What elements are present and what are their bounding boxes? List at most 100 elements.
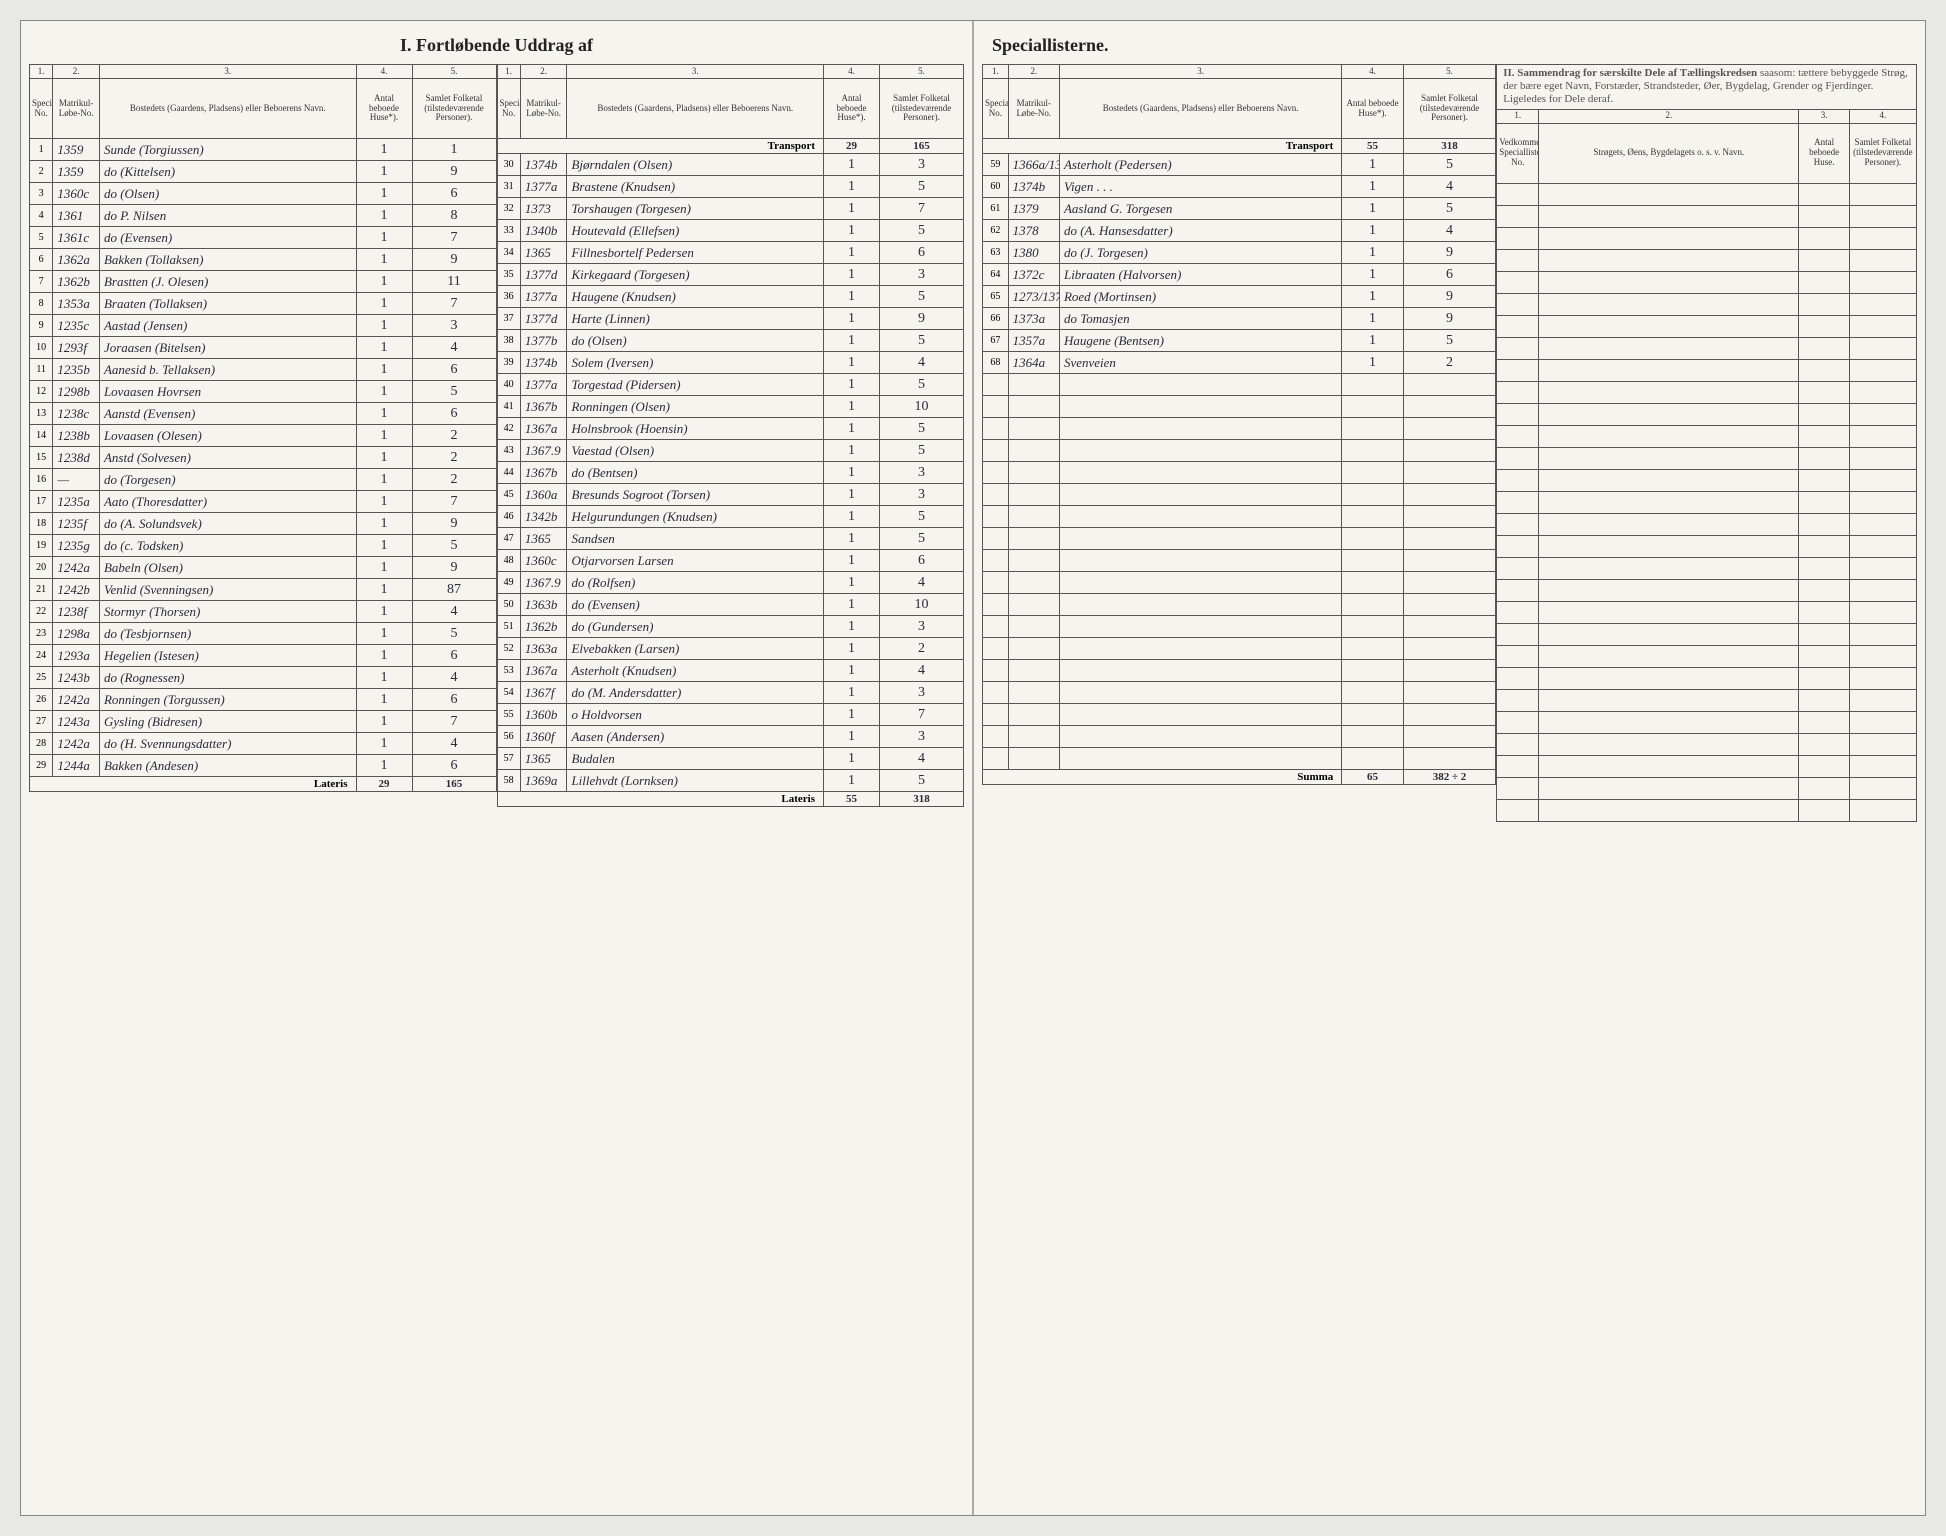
row-folk: 2 bbox=[1403, 352, 1495, 374]
row-lobe: 1359 bbox=[53, 139, 100, 161]
table-row: 431367.9Vaestad (Olsen)15 bbox=[497, 440, 964, 462]
row-huse: 1 bbox=[1342, 264, 1404, 286]
row-folk: 4 bbox=[880, 748, 964, 770]
row-folk: 8 bbox=[412, 205, 496, 227]
blank-row bbox=[1497, 601, 1917, 623]
blank-row bbox=[983, 396, 1496, 418]
row-name: Vigen . . . bbox=[1059, 176, 1341, 198]
blank-row bbox=[983, 572, 1496, 594]
row-no: 56 bbox=[497, 726, 520, 748]
blank-row bbox=[983, 616, 1496, 638]
row-lobe: 1298b bbox=[53, 381, 100, 403]
row-no: 10 bbox=[30, 337, 53, 359]
row-lobe: 1367a bbox=[520, 418, 567, 440]
row-name: Stormyr (Thorsen) bbox=[99, 601, 356, 623]
row-huse: 1 bbox=[356, 491, 412, 513]
row-name: do Tomasjen bbox=[1059, 308, 1341, 330]
row-no: 62 bbox=[983, 220, 1009, 242]
row-lobe: 1353a bbox=[53, 293, 100, 315]
blank-row bbox=[983, 704, 1496, 726]
row-folk: 7 bbox=[412, 711, 496, 733]
row-name: do (Rognessen) bbox=[99, 667, 356, 689]
row-huse: 1 bbox=[356, 425, 412, 447]
table-row: 51361cdo (Evensen)17 bbox=[30, 227, 497, 249]
row-name: do (Olsen) bbox=[567, 330, 824, 352]
row-huse: 1 bbox=[1342, 220, 1404, 242]
row-folk: 87 bbox=[412, 579, 496, 601]
row-huse: 1 bbox=[1342, 154, 1404, 176]
block2-transport: Transport 29 165 bbox=[497, 139, 964, 154]
row-huse: 1 bbox=[356, 689, 412, 711]
row-folk: 3 bbox=[880, 462, 964, 484]
table-row: 311377aBrastene (Knudsen)15 bbox=[497, 176, 964, 198]
row-lobe: 1367b bbox=[520, 462, 567, 484]
row-folk: 6 bbox=[412, 359, 496, 381]
table-row: 491367.9do (Rolfsen)14 bbox=[497, 572, 964, 594]
row-name: Brastten (J. Olesen) bbox=[99, 271, 356, 293]
row-folk: 9 bbox=[412, 513, 496, 535]
row-huse: 1 bbox=[824, 660, 880, 682]
row-lobe: 1360f bbox=[520, 726, 567, 748]
row-no: 42 bbox=[497, 418, 520, 440]
blank-row bbox=[1497, 359, 1917, 381]
row-huse: 1 bbox=[824, 528, 880, 550]
row-folk: 6 bbox=[1403, 264, 1495, 286]
table-row: 101293fJoraasen (Bitelsen)14 bbox=[30, 337, 497, 359]
block3-summa: Summa 65 382 ÷ 2 bbox=[983, 770, 1496, 785]
row-huse: 1 bbox=[356, 249, 412, 271]
row-lobe: 1359 bbox=[53, 161, 100, 183]
row-name: do (Torgesen) bbox=[99, 469, 356, 491]
row-no: 14 bbox=[30, 425, 53, 447]
row-no: 20 bbox=[30, 557, 53, 579]
row-huse: 1 bbox=[824, 770, 880, 792]
row-no: 36 bbox=[497, 286, 520, 308]
row-lobe: 1273/1376b bbox=[1008, 286, 1059, 308]
row-lobe: 1235f bbox=[53, 513, 100, 535]
row-lobe: 1367f bbox=[520, 682, 567, 704]
row-huse: 1 bbox=[356, 557, 412, 579]
table-row: 151238dAnstd (Solvesen)12 bbox=[30, 447, 497, 469]
row-name: Asterholt (Knudsen) bbox=[567, 660, 824, 682]
blank-row bbox=[1497, 227, 1917, 249]
row-folk: 4 bbox=[880, 660, 964, 682]
row-name: do (Evensen) bbox=[99, 227, 356, 249]
row-name: Ronningen (Olsen) bbox=[567, 396, 824, 418]
row-lobe: 1242b bbox=[53, 579, 100, 601]
row-name: Aastad (Jensen) bbox=[99, 315, 356, 337]
table-row: 571365Budalen14 bbox=[497, 748, 964, 770]
row-folk: 2 bbox=[412, 447, 496, 469]
table-row: 11359Sunde (Torgiussen)11 bbox=[30, 139, 497, 161]
row-lobe: 1244a bbox=[53, 755, 100, 777]
row-folk: 4 bbox=[880, 572, 964, 594]
row-folk: 7 bbox=[412, 293, 496, 315]
row-huse: 1 bbox=[824, 330, 880, 352]
row-no: 26 bbox=[30, 689, 53, 711]
blank-row bbox=[1497, 337, 1917, 359]
row-huse: 1 bbox=[356, 755, 412, 777]
block3: 1. 2. 3. 4. 5. Speciallisternes No. Matr… bbox=[982, 64, 1496, 822]
row-no: 22 bbox=[30, 601, 53, 623]
blank-row bbox=[983, 550, 1496, 572]
table-row: 561360fAasen (Andersen)13 bbox=[497, 726, 964, 748]
row-huse: 1 bbox=[1342, 286, 1404, 308]
row-huse: 1 bbox=[824, 440, 880, 462]
blank-row bbox=[1497, 271, 1917, 293]
row-folk: 4 bbox=[412, 337, 496, 359]
row-huse: 1 bbox=[824, 198, 880, 220]
row-folk: 9 bbox=[412, 557, 496, 579]
block2-lateris: Lateris 55 318 bbox=[497, 792, 964, 807]
table-row: 211242bVenlid (Svenningsen)187 bbox=[30, 579, 497, 601]
row-lobe: 1374b bbox=[1008, 176, 1059, 198]
row-name: Helgurundungen (Knudsen) bbox=[567, 506, 824, 528]
row-no: 54 bbox=[497, 682, 520, 704]
table-row: 521363aElvebakken (Larsen)12 bbox=[497, 638, 964, 660]
row-no: 32 bbox=[497, 198, 520, 220]
row-folk: 5 bbox=[1403, 198, 1495, 220]
row-name: Torgestad (Pidersen) bbox=[567, 374, 824, 396]
blank-row bbox=[1497, 513, 1917, 535]
table-row: 171235aAato (Thoresdatter)17 bbox=[30, 491, 497, 513]
row-huse: 1 bbox=[356, 711, 412, 733]
row-huse: 1 bbox=[824, 462, 880, 484]
row-lobe: 1238f bbox=[53, 601, 100, 623]
row-huse: 1 bbox=[824, 352, 880, 374]
